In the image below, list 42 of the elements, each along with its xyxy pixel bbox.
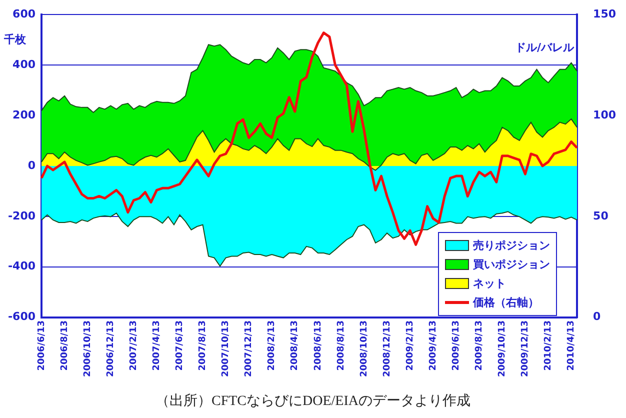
x-tick-label: 2007/12/13 [244,320,254,377]
legend-label: 売りポジション [473,238,550,253]
x-tick-label: 2007/4/13 [152,320,162,371]
x-tick-label: 2007/2/13 [129,320,139,371]
legend-label: 買いポジション [473,257,550,272]
x-tick-label: 2006/8/13 [60,320,70,371]
x-tick-label: 2009/12/13 [520,320,531,377]
x-tick-label: 2009/2/13 [405,320,416,371]
legend-label: 価格（右軸） [473,295,539,310]
text: （出所）CFTCならびにDOE/EIAのデータより作成 [154,392,472,410]
x-tick-label: 2010/2/13 [544,320,554,371]
y2-tick-label: 0 [593,310,602,324]
x-tick-label: 2008/2/13 [267,320,278,371]
x-tick-label: 2009/4/13 [428,320,438,371]
y2-axis-title: ドル/バレル [514,40,574,55]
x-tick-label: 2006/10/13 [82,320,93,377]
x-tick-label: 2006/12/13 [106,320,116,377]
x-tick-label: 2009/6/13 [451,320,462,371]
y-tick-label: -400 [8,260,36,273]
y2-tick-label: 150 [593,7,616,20]
x-tick-label: 2008/12/13 [382,320,392,377]
y-tick-label: 0 [28,158,36,172]
x-tick-label: 2007/10/13 [221,320,232,377]
x-tick-label: 2008/8/13 [336,320,346,371]
y2-tick-label: 50 [593,209,609,222]
x-tick-label: 2008/4/13 [290,320,300,371]
y-tick-label: -200 [8,209,36,222]
x-tick-label: 2009/10/13 [498,320,508,377]
x-tick-label: 2007/6/13 [175,320,186,371]
y2-tick-label: 100 [593,108,616,122]
y-axis-title: 千枚 [4,32,26,47]
y-tick-label: 200 [12,108,36,122]
x-tick-label: 2007/8/13 [198,320,208,371]
x-tick-label: 2010/4/13 [566,320,577,371]
x-tick-label: 2009/8/13 [474,320,484,371]
x-tick-label: 2006/6/13 [36,320,47,371]
y-tick-label: 600 [12,7,36,20]
x-tick-label: 2008/10/13 [359,320,370,377]
y-tick-label: 400 [12,58,36,71]
x-tick-label: 2008/6/13 [313,320,324,371]
y-tick-label: -600 [8,310,36,324]
legend-label: ネット [473,276,506,291]
